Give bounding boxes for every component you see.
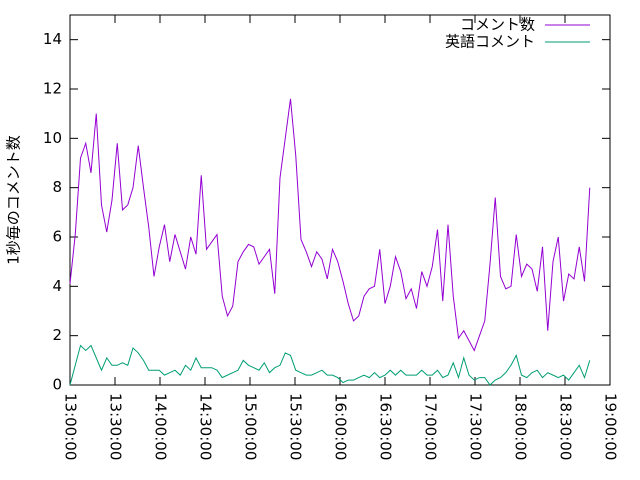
x-tick-label: 19:00:00 <box>602 393 620 460</box>
y-tick-label: 12 <box>43 80 62 98</box>
x-tick-label: 17:30:00 <box>467 393 485 460</box>
x-tick-label: 15:30:00 <box>287 393 305 460</box>
x-tick-label: 16:30:00 <box>377 393 395 460</box>
y-tick-label: 14 <box>43 30 62 48</box>
y-tick-label: 6 <box>52 228 62 246</box>
legend-label: 英語コメント <box>445 33 535 51</box>
series-line <box>69 98 591 352</box>
x-tick-label: 18:00:00 <box>512 393 530 460</box>
x-tick-label: 18:30:00 <box>557 393 575 460</box>
legend-label: コメント数 <box>460 16 535 34</box>
plot-border <box>69 14 611 386</box>
x-tick-label: 13:00:00 <box>62 393 80 460</box>
x-tick-label: 14:00:00 <box>152 393 170 460</box>
y-tick-label: 10 <box>43 129 62 147</box>
x-tick-label: 13:30:00 <box>107 393 125 460</box>
y-tick-label: 8 <box>52 178 62 196</box>
x-tick-label: 14:30:00 <box>197 393 215 460</box>
y-axis-label: 1秒毎のコメント数 <box>5 135 23 265</box>
y-tick-label: 2 <box>52 326 62 344</box>
x-tick-label: 16:00:00 <box>332 393 350 460</box>
y-tick-label: 0 <box>52 376 62 394</box>
y-tick-label: 4 <box>52 277 62 295</box>
series-line <box>69 344 591 386</box>
x-tick-label: 15:00:00 <box>242 393 260 460</box>
x-tick-label: 17:00:00 <box>422 393 440 460</box>
